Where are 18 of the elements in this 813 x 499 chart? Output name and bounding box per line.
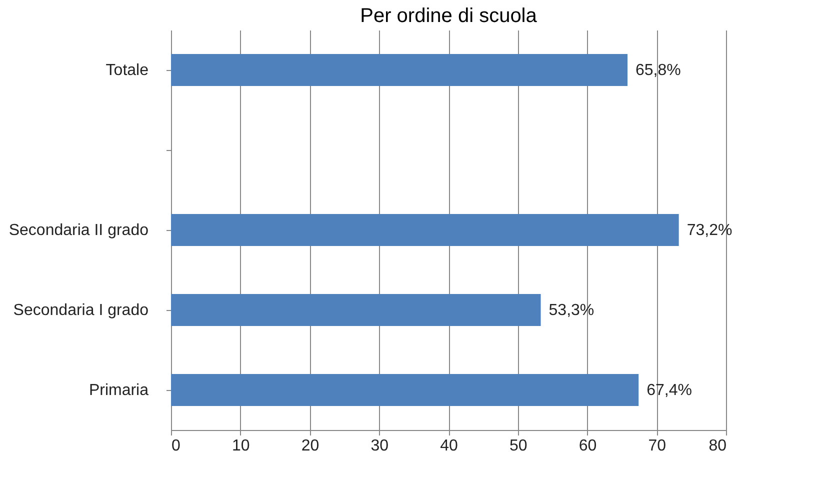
x-tick-label: 50 [509, 438, 528, 454]
chart-title: Per ordine di scuola [360, 5, 538, 27]
x-tick-label: 70 [648, 438, 666, 454]
x-tick-label: 10 [232, 438, 250, 454]
data-label: 65,8% [635, 62, 681, 79]
x-tick-label: 60 [578, 438, 597, 454]
x-tick-label: 20 [301, 438, 320, 454]
data-label: 53,3% [548, 302, 594, 319]
x-tick-label: 30 [370, 438, 389, 454]
y-tick-label: Primaria [88, 382, 149, 399]
x-tick-label: 40 [440, 438, 458, 454]
x-tick-label: 80 [708, 438, 727, 454]
x-tick-label: 0 [172, 438, 180, 454]
data-label: 67,4% [646, 382, 692, 399]
y-tick-label: Totale [106, 62, 149, 79]
data-label: 73,2% [686, 222, 732, 239]
y-tick-label: Secondaria I grado [13, 302, 149, 319]
y-tick-label: Secondaria II grado [8, 222, 149, 239]
